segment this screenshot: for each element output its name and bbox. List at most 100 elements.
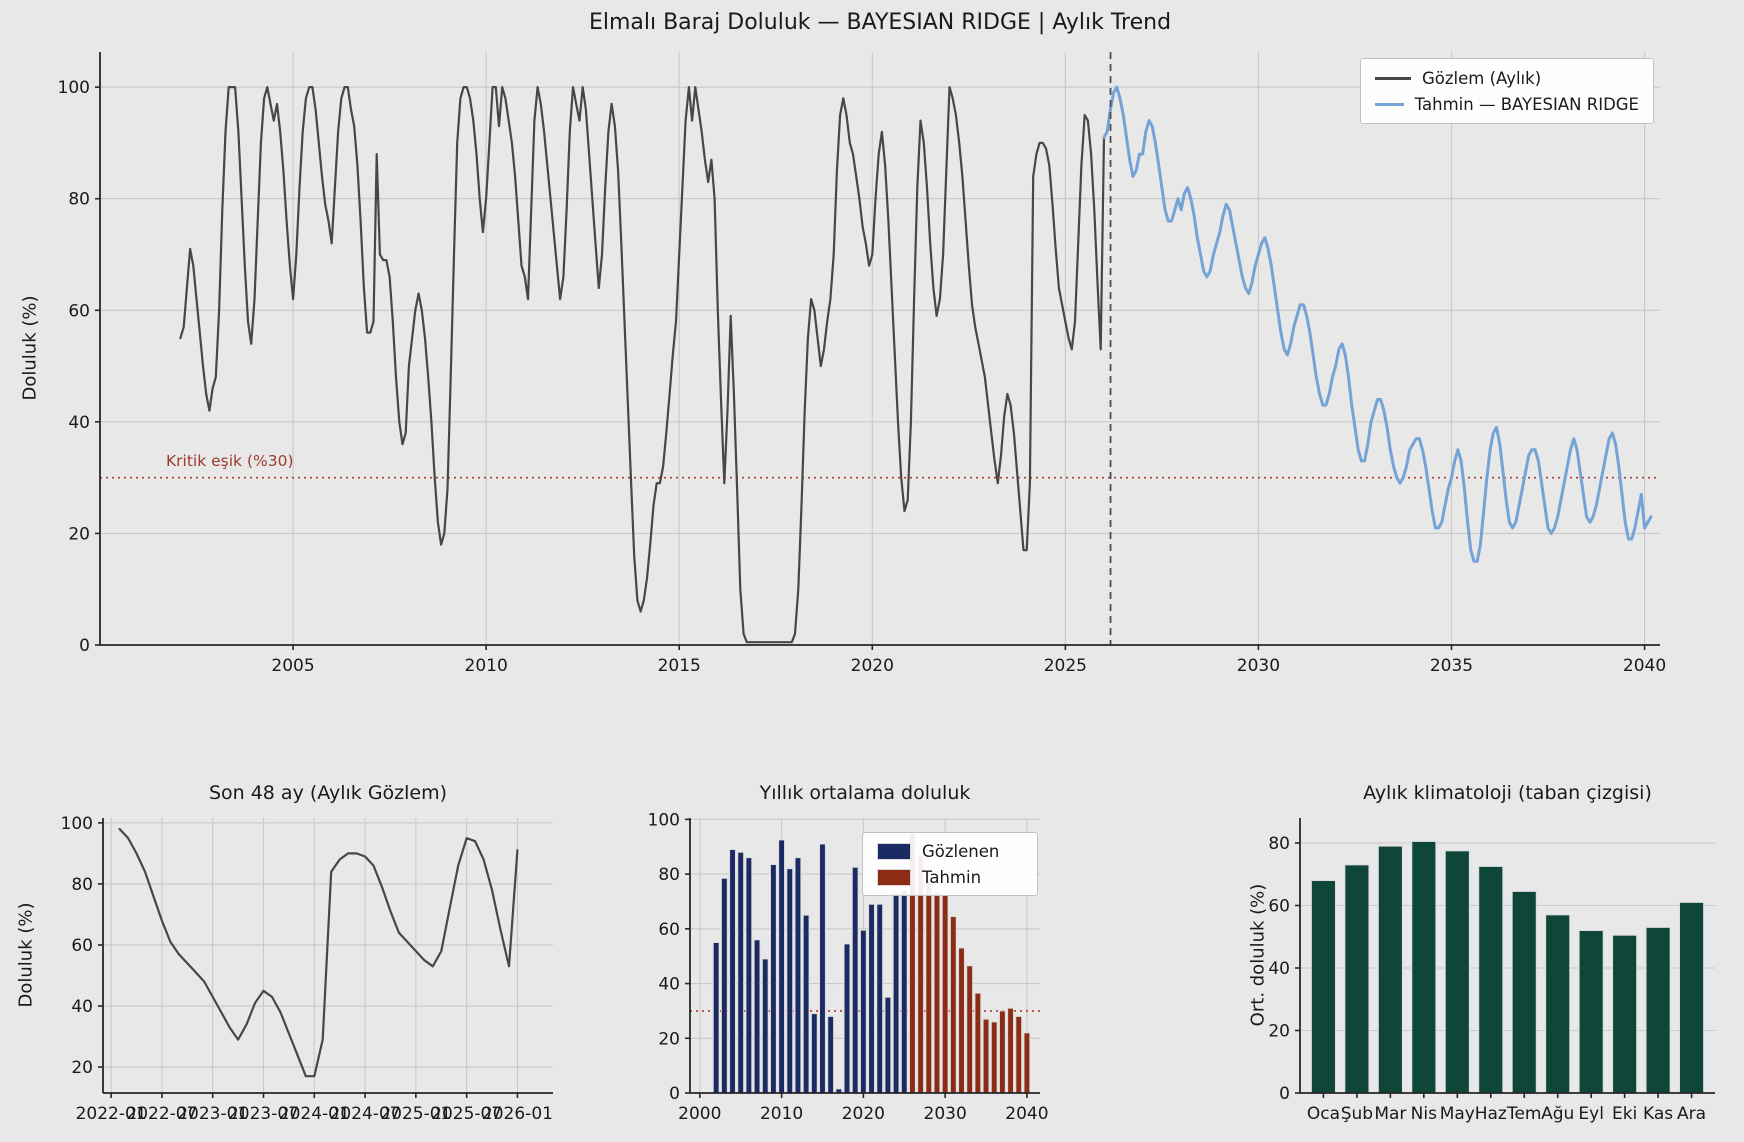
bar-2030	[941, 894, 949, 1094]
legend-label-gozlenen: Gözlenen	[922, 841, 1000, 861]
observed-line	[179, 86, 1106, 644]
x-tick-label: Tem	[1506, 1104, 1542, 1124]
y-tick-label: 40	[68, 413, 90, 433]
x-tick-label: May	[1440, 1104, 1475, 1124]
bar-2012	[794, 857, 802, 1094]
y-tick-label: 40	[658, 975, 680, 995]
y-tick-label: 100	[61, 814, 93, 834]
x-tick-label: Şub	[1341, 1104, 1373, 1124]
forecast-bar-swatch	[877, 868, 911, 886]
bar-Nis	[1411, 840, 1437, 1094]
y-tick-label: 20	[1268, 1022, 1290, 1042]
clim-plot-area: Oca Şub Mar Nis May Haz Tem Ağu Eyl Eki Kas Ara 0 20 4…	[1268, 818, 1715, 1124]
bar-2016	[827, 1015, 835, 1094]
bar-2039	[1015, 1015, 1023, 1094]
bar-2024	[892, 892, 900, 1094]
threshold-label: Kritik eşik (%30)	[166, 452, 294, 470]
x-tick-label: 2024-01	[279, 1104, 350, 1124]
bar-2015	[819, 843, 826, 1094]
son48-chart-title: Son 48 ay (Aylık Gözlem)	[208, 782, 448, 804]
x-tick-label: Nis	[1411, 1104, 1437, 1124]
y-tick-label: 40	[71, 997, 93, 1017]
y-tick-label: 60	[658, 920, 680, 940]
forecast-line	[1102, 85, 1653, 563]
observed-line	[118, 827, 519, 1078]
y-tick-label: 40	[1268, 959, 1290, 979]
bar-Şub	[1344, 864, 1370, 1094]
x-tick-label: Kas	[1643, 1104, 1673, 1124]
bar-2007	[753, 939, 761, 1094]
y-tick-label: 80	[658, 865, 680, 885]
x-tick-label: 2030	[924, 1104, 967, 1124]
x-tick-label: Ağu	[1541, 1104, 1574, 1124]
bar-2018	[843, 943, 851, 1094]
x-tick-label: 2010	[760, 1104, 803, 1124]
bar-Mar	[1377, 845, 1403, 1094]
x-tick-label: 2022-07	[126, 1104, 197, 1124]
main-plot-area: 2005 2010 2015 2020 2025 2030 2035 204002040608…	[58, 52, 1666, 676]
bar-2033	[966, 965, 974, 1094]
bar-2003	[720, 877, 728, 1094]
bar-Oca	[1310, 880, 1336, 1094]
observed-line-swatch	[1375, 76, 1411, 80]
y-tick-label: 20	[71, 1058, 93, 1078]
y-tick-label: 80	[1268, 834, 1290, 854]
x-tick-label: 2010	[465, 656, 508, 676]
y-tick-label: 60	[71, 936, 93, 956]
x-tick-label: 2020	[842, 1104, 885, 1124]
bar-Eki	[1612, 934, 1638, 1094]
bar-2004	[729, 848, 736, 1094]
bar-2025	[900, 890, 908, 1094]
legend-label-tahmin: Tahmin	[922, 867, 982, 887]
bar-2022	[876, 903, 884, 1094]
clim-y-axis-label: Ort. doluluk (%)	[1247, 883, 1269, 1027]
yearly-chart-title: Yıllık ortalama doluluk	[759, 782, 971, 804]
y-tick-label: 100	[648, 810, 680, 830]
bar-2038	[1007, 1007, 1015, 1094]
x-tick-label: 2000	[678, 1104, 721, 1124]
bar-2031	[949, 916, 957, 1094]
bar-2014	[810, 1013, 818, 1094]
bar-2035	[982, 1018, 990, 1094]
bar-2021	[868, 903, 875, 1094]
bar-2010	[778, 839, 786, 1094]
bar-2036	[990, 1021, 998, 1094]
bar-2034	[974, 992, 982, 1094]
bar-2005	[737, 851, 745, 1094]
x-tick-label: 2020	[851, 656, 894, 676]
bar-2040	[1023, 1032, 1031, 1094]
forecast-line-swatch	[1375, 102, 1404, 106]
main-chart-title: Elmalı Baraj Doluluk — BAYESIAN RIDGE | …	[588, 10, 1172, 35]
bar-2019	[851, 866, 859, 1094]
bar-Kas	[1645, 926, 1671, 1094]
x-tick-label: Oca	[1307, 1104, 1340, 1124]
yearly-legend: Gözlenen Tahmin	[862, 832, 1038, 896]
legend-item-tahmin: Tahmin	[877, 868, 1023, 887]
y-tick-label: 20	[68, 524, 90, 544]
y-tick-label: 0	[669, 1084, 680, 1104]
y-tick-label: 60	[68, 301, 90, 321]
main-y-axis-label: Doluluk (%)	[19, 295, 41, 401]
x-tick-label: Haz	[1475, 1104, 1507, 1124]
bar-2011	[786, 868, 794, 1094]
y-tick-label: 0	[79, 636, 90, 656]
main-legend: Gözlem (Aylık) Tahmin — BAYESIAN RIDGE	[1360, 58, 1654, 124]
bar-May	[1444, 850, 1470, 1094]
y-tick-label: 80	[71, 875, 93, 895]
bar-2020	[859, 929, 867, 1094]
bar-Haz	[1478, 865, 1504, 1094]
legend-item-forecast: Tahmin — BAYESIAN RIDGE	[1375, 95, 1639, 114]
legend-label-observed: Gözlem (Aylık)	[1422, 68, 1542, 88]
bar-Eyl	[1578, 930, 1604, 1094]
bar-2013	[802, 914, 810, 1094]
x-tick-label: Mar	[1374, 1104, 1406, 1124]
bar-2028	[925, 880, 933, 1094]
x-tick-label: 2015	[658, 656, 701, 676]
son48-plot-area: 2022-012022-072023-012023-072024-012024-…	[61, 814, 553, 1124]
x-tick-label: 2005	[271, 656, 314, 676]
x-tick-label: Eki	[1612, 1104, 1637, 1124]
observed-bar-swatch	[877, 842, 911, 860]
bar-2037	[998, 1010, 1006, 1094]
